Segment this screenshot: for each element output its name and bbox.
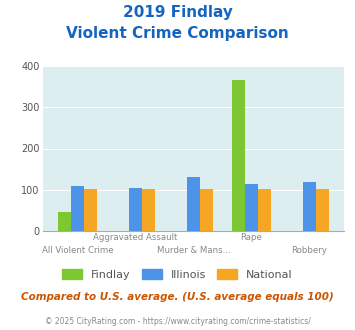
Text: Rape: Rape	[241, 233, 262, 242]
Bar	[245, 183, 258, 231]
Text: All Violent Crime: All Violent Crime	[42, 246, 113, 255]
Bar	[233, 81, 245, 231]
Text: Aggravated Assault: Aggravated Assault	[93, 233, 178, 242]
Text: Murder & Mans...: Murder & Mans...	[157, 246, 230, 255]
Bar	[58, 213, 71, 231]
Bar	[303, 182, 316, 231]
Text: 2019 Findlay: 2019 Findlay	[122, 5, 233, 20]
Bar	[142, 189, 154, 231]
Legend: Findlay, Illinois, National: Findlay, Illinois, National	[58, 265, 297, 284]
Bar	[258, 189, 271, 231]
Bar	[200, 189, 213, 231]
Text: Robbery: Robbery	[291, 246, 327, 255]
Bar	[187, 177, 200, 231]
Text: Violent Crime Comparison: Violent Crime Comparison	[66, 26, 289, 41]
Bar	[84, 189, 97, 231]
Bar	[71, 185, 84, 231]
Bar	[316, 189, 329, 231]
Text: Compared to U.S. average. (U.S. average equals 100): Compared to U.S. average. (U.S. average …	[21, 292, 334, 302]
Bar	[129, 188, 142, 231]
Text: © 2025 CityRating.com - https://www.cityrating.com/crime-statistics/: © 2025 CityRating.com - https://www.city…	[45, 317, 310, 326]
